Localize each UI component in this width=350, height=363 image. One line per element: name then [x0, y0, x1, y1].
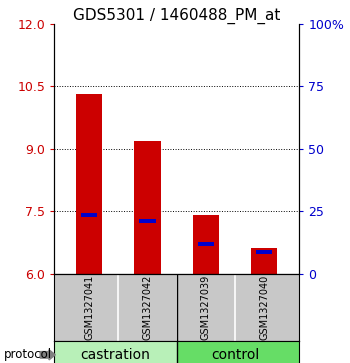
Bar — [198, 242, 214, 246]
Text: protocol: protocol — [4, 348, 52, 361]
Bar — [54, 341, 177, 363]
Text: GSM1327040: GSM1327040 — [259, 275, 269, 340]
Text: castration: castration — [80, 348, 150, 362]
Text: control: control — [211, 348, 259, 362]
Bar — [81, 213, 97, 217]
Title: GDS5301 / 1460488_PM_at: GDS5301 / 1460488_PM_at — [73, 7, 280, 24]
Bar — [177, 341, 299, 363]
Bar — [193, 215, 219, 274]
Bar — [134, 141, 161, 274]
Bar — [76, 94, 102, 274]
Text: GSM1327042: GSM1327042 — [142, 275, 153, 340]
Text: GSM1327039: GSM1327039 — [201, 275, 211, 340]
Bar — [251, 248, 277, 274]
Text: GSM1327041: GSM1327041 — [84, 275, 94, 340]
Bar — [139, 219, 156, 223]
Bar — [256, 250, 272, 254]
